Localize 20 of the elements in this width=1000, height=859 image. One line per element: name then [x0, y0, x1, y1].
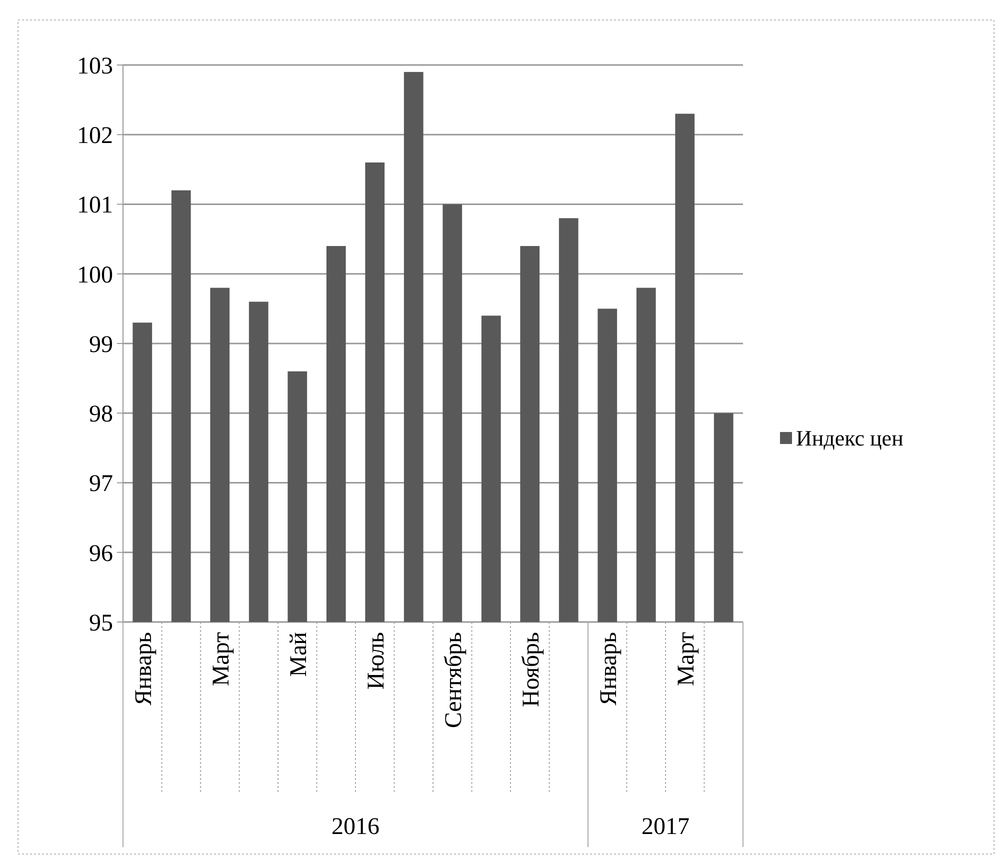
y-tick-label: 97 — [89, 471, 113, 498]
y-tick-label: 100 — [77, 262, 113, 288]
x-tick-label: Июль — [363, 632, 390, 690]
text: 2017 — [642, 814, 690, 840]
x-tick-label: Май — [286, 632, 312, 677]
y-tick-label: 95 — [89, 610, 113, 636]
y-tick-label: 99 — [89, 332, 113, 358]
legend-label: Индекс цен — [796, 426, 904, 451]
y-tick-label: 103 — [77, 53, 113, 80]
x-tick-label: Март — [208, 631, 234, 686]
x-tick-label: Сентябрь — [440, 632, 467, 728]
y-tick-label: 96 — [89, 540, 113, 567]
x-tick-label: Ноябрь — [518, 632, 544, 708]
text: 2016 — [332, 814, 380, 840]
y-tick-label: 98 — [89, 402, 113, 428]
x-tick-label: Январь — [130, 632, 157, 706]
y-tick-label: 101 — [77, 192, 113, 219]
x-tick-label: Март — [673, 631, 700, 686]
x-tick-label: Январь — [596, 632, 622, 706]
y-tick-label: 102 — [77, 123, 113, 150]
